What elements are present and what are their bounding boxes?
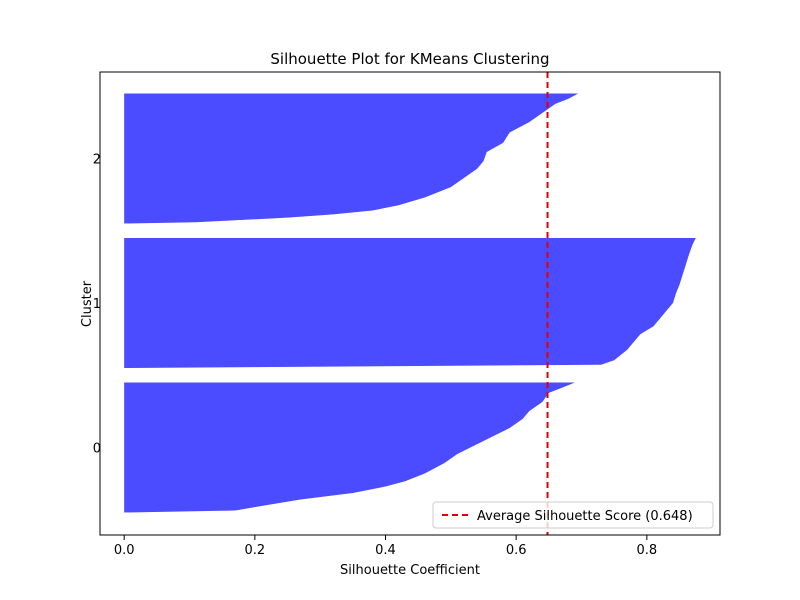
cluster-bars <box>124 93 696 513</box>
x-tick-label: 0.2 <box>244 543 265 558</box>
cluster-0-silhouette <box>124 382 575 513</box>
legend: Average Silhouette Score (0.648) <box>432 501 714 529</box>
x-axis-ticks: 0.0 0.2 0.4 0.6 0.8 <box>114 535 657 558</box>
cluster-2-silhouette <box>124 93 579 224</box>
y-tick-label-1: 1 <box>93 297 101 312</box>
x-tick-label: 0.8 <box>636 543 657 558</box>
x-axis-label: Silhouette Coefficient <box>340 563 480 578</box>
y-axis-label: Cluster <box>80 280 95 327</box>
y-axis-ticks: 0 1 2 <box>93 153 101 457</box>
x-tick-label: 0.6 <box>506 543 527 558</box>
chart-title: Silhouette Plot for KMeans Clustering <box>270 50 549 68</box>
legend-box <box>432 501 714 529</box>
x-tick-label: 0.4 <box>375 543 396 558</box>
x-tick-label: 0.0 <box>114 543 135 558</box>
y-tick-label-0: 0 <box>93 442 101 457</box>
y-tick-label-2: 2 <box>93 153 101 168</box>
cluster-1-silhouette <box>124 238 696 368</box>
legend-label: Average Silhouette Score (0.648) <box>477 509 693 524</box>
plot-frame <box>99 71 721 536</box>
